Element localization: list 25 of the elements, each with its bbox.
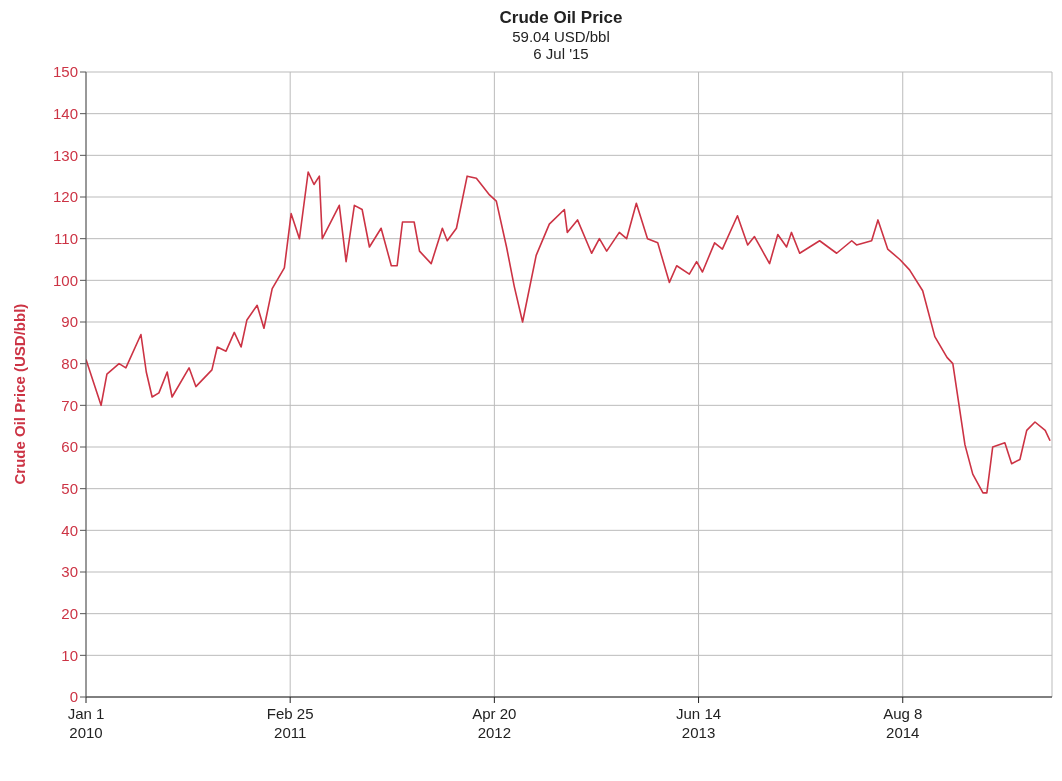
y-tick-label: 110	[54, 229, 78, 247]
x-tick-label: Jun 14 2013	[676, 705, 722, 741]
y-tick-label: 70	[61, 396, 78, 414]
y-tick-label: 120	[52, 188, 78, 206]
line-series	[86, 171, 1051, 494]
x-tick-label: Jan 1 2010	[67, 705, 105, 741]
y-tick-label: 40	[61, 521, 78, 539]
y-axis-title: Crude Oil Price (USD/bbl)	[11, 303, 29, 485]
chart-subtitle: 59.04 USD/bbl 6 Jul '15	[511, 28, 611, 62]
y-tick-label: 150	[52, 63, 78, 81]
x-tick-label: Apr 20 2012	[472, 705, 517, 741]
y-tick-label: 10	[61, 646, 78, 664]
y-tick-label: 30	[61, 563, 78, 581]
y-tick-label: 130	[52, 146, 78, 164]
y-tick-label: 60	[61, 438, 78, 456]
y-tick-label: 90	[61, 313, 78, 331]
y-tick-label: 80	[61, 354, 78, 372]
x-tick-label: Aug 8 2014	[883, 705, 923, 741]
y-tick-label: 100	[52, 271, 78, 289]
y-tick-label: 20	[61, 604, 78, 622]
x-tick-label: Feb 25 2011	[266, 705, 314, 741]
y-tick-label: 50	[61, 479, 78, 497]
y-tick-label: 0	[69, 688, 78, 706]
y-tick-label: 140	[52, 104, 78, 122]
chart-title: Crude Oil Price	[498, 8, 624, 28]
